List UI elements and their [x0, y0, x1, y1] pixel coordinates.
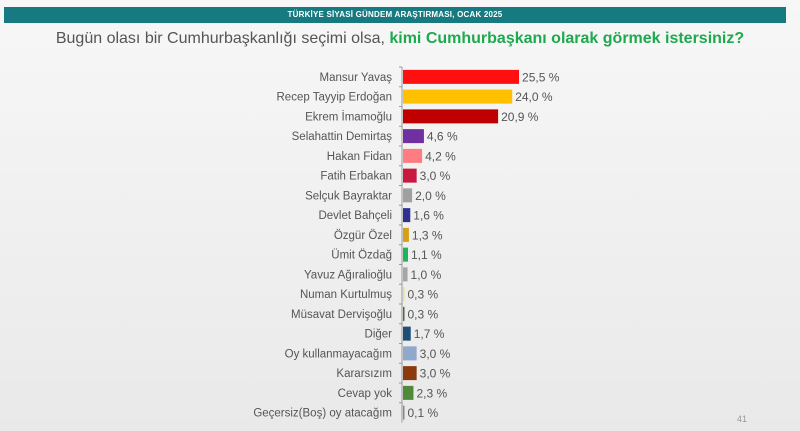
- bar: [403, 227, 409, 242]
- bar: [403, 89, 513, 104]
- data-label: 0,3 %: [408, 288, 439, 302]
- category-label: Yavuz Ağıralioğlu: [304, 269, 392, 281]
- bar: [403, 346, 417, 361]
- bar: [403, 188, 413, 203]
- page-number: 41: [737, 414, 748, 424]
- category-label: Fatih Erbakan: [320, 171, 392, 183]
- data-label: 1,7 %: [414, 327, 445, 341]
- data-label: 25,5 %: [522, 70, 560, 84]
- bar: [403, 287, 405, 302]
- data-label: 3,0 %: [420, 169, 451, 183]
- data-label: 4,2 %: [425, 149, 456, 163]
- category-label: Numan Kurtulmuş: [300, 289, 392, 301]
- category-label: Müsavat Dervişoğlu: [291, 309, 392, 321]
- data-label: 4,6 %: [427, 130, 458, 144]
- data-label: 2,0 %: [415, 189, 446, 203]
- category-label: Cevap yok: [338, 388, 393, 400]
- category-label: Selçuk Bayraktar: [305, 190, 392, 202]
- data-label: 0,3 %: [408, 307, 439, 321]
- bar: [403, 247, 409, 262]
- category-label: Geçersiz(Boş) oy atacağım: [253, 408, 392, 420]
- data-label: 2,3 %: [416, 386, 447, 400]
- bar: [403, 405, 405, 420]
- bar: [403, 366, 417, 381]
- data-label: 20,9 %: [501, 110, 539, 124]
- data-label: 3,0 %: [420, 347, 451, 361]
- data-label: 1,1 %: [411, 248, 442, 262]
- category-label: Kararsızım: [336, 368, 392, 380]
- category-label: Selahattin Demirtaş: [292, 131, 393, 143]
- data-label: 1,6 %: [413, 209, 444, 223]
- data-label: 1,3 %: [412, 228, 443, 242]
- bar: [403, 385, 414, 400]
- bar: [403, 69, 520, 84]
- category-label: Mansur Yavaş: [320, 72, 393, 84]
- category-label: Ekrem İmamoğlu: [305, 110, 392, 123]
- bar: [403, 168, 417, 183]
- chart-title: Bugün olası bir Cumhurbaşkanlığı seçimi …: [0, 30, 800, 48]
- survey-banner: TÜRKİYE SİYASİ GÜNDEM ARAŞTIRMASI, OCAK …: [4, 7, 786, 23]
- category-label: Recep Tayyip Erdoğan: [277, 92, 393, 104]
- bar: [403, 267, 408, 282]
- category-label: Hakan Fidan: [327, 151, 392, 163]
- category-label: Diğer: [365, 329, 393, 341]
- question-plain: Bugün olası bir Cumhurbaşkanlığı seçimi …: [55, 30, 390, 47]
- bar: [403, 109, 499, 124]
- category-label: Oy kullanmayacağım: [285, 348, 392, 360]
- question-bold: kimi Cumhurbaşkanı olarak görmek istersi…: [389, 30, 745, 47]
- category-label: Ümit Özdağ: [331, 250, 392, 262]
- bar: [403, 129, 424, 144]
- category-label: Özgür Özel: [334, 230, 392, 242]
- data-label: 3,0 %: [420, 367, 451, 381]
- data-label: 1,0 %: [411, 268, 442, 282]
- bar: [403, 306, 405, 321]
- data-label: 0,1 %: [408, 406, 439, 420]
- bar: [403, 148, 423, 163]
- category-label: Devlet Bahçeli: [318, 210, 392, 222]
- data-label: 24,0 %: [515, 90, 553, 104]
- bar: [403, 326, 411, 341]
- bar: [403, 208, 411, 223]
